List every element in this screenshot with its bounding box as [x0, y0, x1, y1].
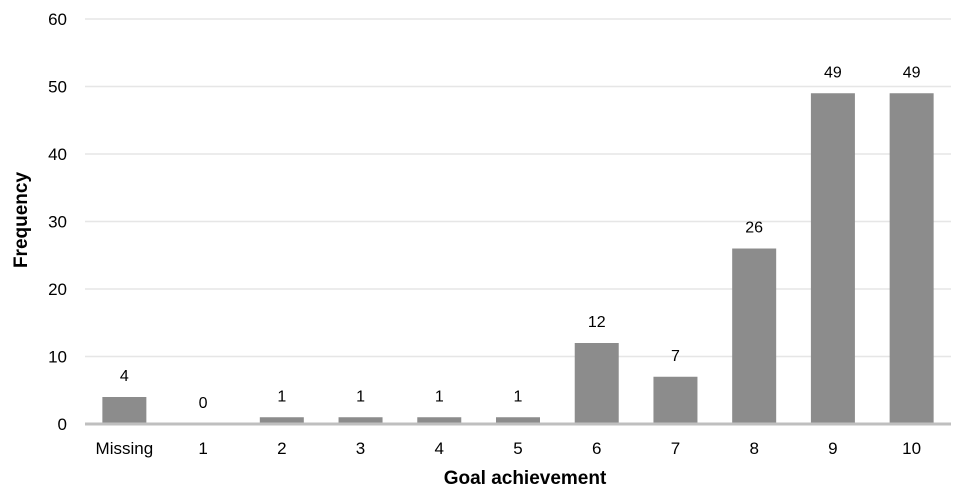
bar [259, 417, 304, 424]
x-tick-label: 6 [592, 439, 601, 458]
y-tick-label: 60 [48, 10, 67, 29]
x-tick-label: 3 [356, 439, 365, 458]
bar-value-label: 1 [356, 388, 365, 405]
x-tick-label: 2 [277, 439, 286, 458]
bar [810, 93, 855, 424]
y-tick-label: 30 [48, 213, 67, 232]
bar-value-label: 7 [671, 348, 680, 365]
y-axis-title: Frequency [11, 172, 32, 269]
bar-value-label: 1 [514, 388, 523, 405]
x-tick-label: 7 [671, 439, 680, 458]
bar-value-label: 1 [277, 388, 286, 405]
bar [653, 376, 698, 424]
y-tick-label: 10 [48, 348, 67, 367]
bar-value-label: 26 [745, 220, 763, 237]
x-axis-title: Goal achievement [444, 468, 607, 486]
x-tick-label: 1 [198, 439, 207, 458]
y-tick-label: 0 [58, 415, 67, 434]
bar [338, 417, 383, 424]
x-tick-label: 8 [749, 439, 758, 458]
bar-value-label: 12 [588, 314, 606, 331]
bar [889, 93, 934, 424]
bar [496, 417, 540, 424]
bar [574, 343, 619, 424]
bar-value-label: 49 [903, 64, 921, 81]
x-tick-label: 5 [513, 439, 522, 458]
bar-value-label: 49 [824, 64, 842, 81]
x-tick-label: 10 [902, 439, 921, 458]
x-tick-label: 9 [828, 439, 837, 458]
x-axis-ticks: Missing 1 2 3 4 5 6 7 8 9 10 [96, 439, 922, 458]
bar [732, 248, 777, 424]
x-tick-label: 4 [435, 439, 444, 458]
y-tick-label: 50 [48, 78, 67, 97]
y-tick-label: 40 [48, 145, 67, 164]
x-tick-label: Missing [96, 439, 154, 458]
bar-value-label: 1 [435, 388, 444, 405]
gridlines [85, 18, 951, 358]
y-axis-ticks: 0 10 20 30 40 50 60 [48, 10, 67, 434]
bar-value-label: 0 [199, 395, 208, 412]
y-tick-label: 20 [48, 280, 67, 299]
bars [102, 93, 934, 424]
data-labels: 4 0 1 1 1 1 12 7 26 49 49 [120, 64, 921, 412]
bar [102, 397, 147, 424]
bar [417, 417, 462, 424]
bar-value-label: 4 [120, 368, 129, 385]
